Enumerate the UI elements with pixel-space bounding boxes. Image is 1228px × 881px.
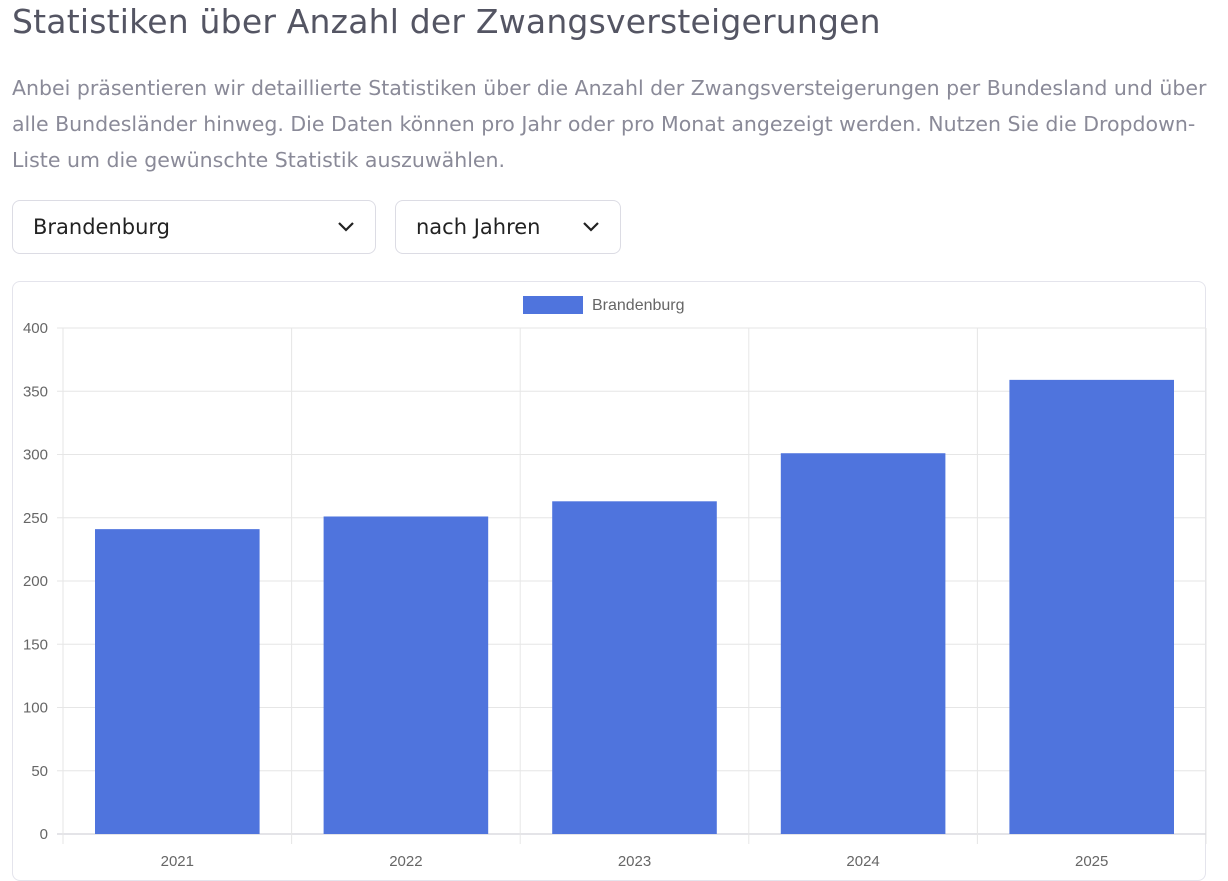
legend-swatch bbox=[523, 296, 583, 314]
state-dropdown[interactable]: Brandenburg bbox=[12, 200, 376, 254]
y-tick-label: 200 bbox=[23, 573, 48, 590]
y-tick-label: 0 bbox=[40, 826, 48, 843]
intro-text: Anbei präsentieren wir detaillierte Stat… bbox=[12, 76, 1207, 172]
y-tick-label: 150 bbox=[23, 636, 48, 653]
x-tick-label: 2025 bbox=[1075, 853, 1108, 870]
bar-2021 bbox=[95, 529, 260, 834]
y-tick-label: 400 bbox=[23, 320, 48, 337]
page-title: Statistiken über Anzahl der Zwangsverste… bbox=[12, 2, 881, 41]
chevron-down-icon bbox=[583, 222, 599, 232]
y-tick-label: 350 bbox=[23, 383, 48, 400]
period-dropdown[interactable]: nach Jahren bbox=[395, 200, 621, 254]
bar-2025 bbox=[1009, 379, 1174, 834]
y-tick-label: 50 bbox=[31, 763, 48, 780]
y-tick-label: 300 bbox=[23, 447, 48, 464]
x-tick-label: 2024 bbox=[846, 853, 879, 870]
chevron-down-icon bbox=[338, 222, 354, 232]
bar-2023 bbox=[552, 501, 717, 834]
bar-2022 bbox=[323, 516, 489, 834]
x-tick-label: 2022 bbox=[389, 853, 422, 870]
period-dropdown-value: nach Jahren bbox=[416, 215, 541, 239]
y-tick-label: 100 bbox=[23, 700, 48, 717]
x-tick-label: 2023 bbox=[618, 853, 651, 870]
bar-2024 bbox=[780, 453, 946, 834]
x-tick-label: 2021 bbox=[161, 853, 194, 870]
state-dropdown-value: Brandenburg bbox=[33, 215, 171, 239]
y-tick-label: 250 bbox=[23, 510, 48, 527]
legend-label: Brandenburg bbox=[592, 297, 685, 314]
